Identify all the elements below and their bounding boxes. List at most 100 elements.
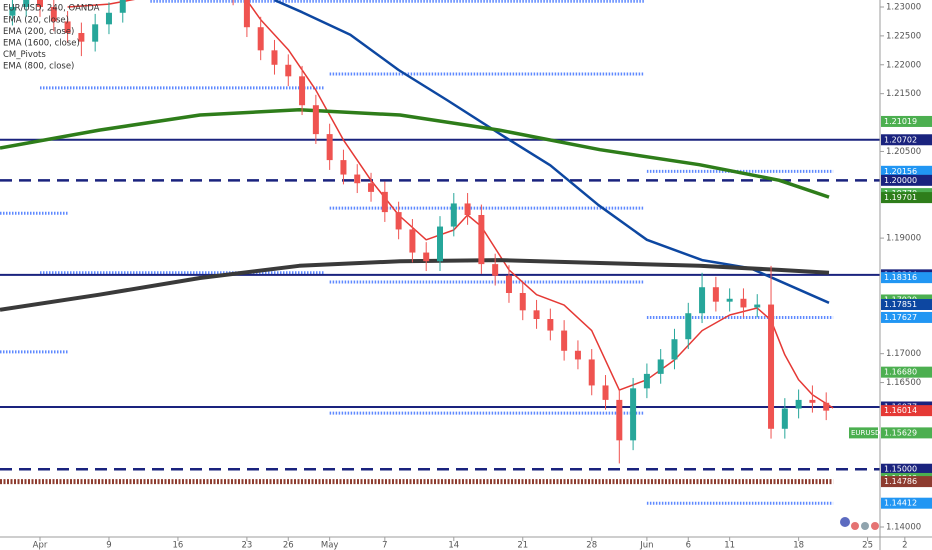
price-label: 1.15000 [884,465,917,474]
x-tick-label: 28 [586,541,597,550]
x-tick-label: 18 [793,541,804,550]
candle-body [285,64,292,77]
legend-entry: EMA (200, close) [3,27,74,37]
candle-body [809,399,816,403]
price-label: 1.18316 [884,273,917,282]
price-label-box [881,192,932,204]
candle-body [105,12,112,25]
price-label-box [881,476,932,488]
price-label-box [881,115,932,127]
candle-body [561,330,568,351]
price-label-box [881,298,932,310]
x-tick-label: 2 [902,541,907,550]
x-tick-label: May [321,541,339,550]
candle-body [643,373,650,389]
event-flags [840,517,879,530]
symbol-tag: EURUSD [851,429,880,437]
x-tick-label: 16 [173,541,184,550]
candle-body [464,203,471,215]
candle-body [616,399,623,441]
price-label-box [881,405,932,417]
y-tick-label: 1.16500 [886,378,921,388]
y-tick-label: 1.22500 [886,31,921,41]
candle-body [781,408,788,429]
candle-body [740,298,747,308]
y-tick-label: 1.19000 [886,234,921,244]
price-label: 1.15629 [884,428,917,437]
plot-area [0,0,880,505]
candle-body [243,0,250,28]
legend-entry: EMA (20, close) [3,16,69,26]
candle-body [657,359,664,374]
x-tick-label: Jun [639,541,653,550]
candle-body [533,310,540,319]
x-tick-label: 7 [382,541,387,550]
candle-body [78,32,85,42]
x-tick-label: 23 [241,541,252,550]
candle-body [50,6,57,22]
candle-body [23,0,30,7]
price-label-box [881,165,932,177]
candle-body [119,0,126,13]
candle-body [519,292,526,311]
price-label: 1.16014 [884,406,917,415]
candle-body [354,174,361,184]
y-tick-label: 1.23000 [886,2,921,12]
candle-body [726,298,733,302]
price-label-box [881,366,932,378]
candle-body [823,402,830,411]
price-label: 1.20156 [884,167,917,176]
ema-line [0,108,830,199]
price-label: 1.21019 [884,117,917,126]
candle-body [299,76,306,106]
price-label: 1.17627 [884,313,917,322]
symbol-tag-box [849,427,878,439]
price-label: 1.20702 [884,135,917,144]
candle-body [409,229,416,253]
candle-body [492,264,499,276]
price-label: 1.20000 [884,176,917,185]
candle-body [450,203,457,227]
flag-icon [871,522,879,530]
y-tick-label: 1.14000 [886,523,921,533]
candle-body [423,252,430,262]
candle-body [381,191,388,213]
candle-body [9,6,16,16]
price-label: 1.14786 [884,477,917,486]
y-tick-label: 1.17000 [886,349,921,359]
flag-icon [851,522,859,530]
ema-line [0,258,830,312]
candle-body [754,304,761,308]
price-label: 1.14412 [884,499,917,508]
candle-body [768,304,775,429]
candle-body [630,388,637,441]
candle-body [588,359,595,386]
candle-body [685,313,692,340]
flag-icon [840,517,850,527]
candle-body [326,134,333,161]
candle-body [602,385,609,400]
flag-icon [861,522,869,530]
y-tick-label: 1.22000 [886,60,921,70]
price-label-box [881,174,932,186]
price-label-box [881,272,932,284]
candle-body [478,214,485,265]
x-tick-label: 25 [862,541,873,550]
candle-body [505,275,512,293]
x-tick-label: 14 [448,541,459,550]
price-label-box [881,311,932,323]
candle-body [271,50,278,65]
price-label: 1.16680 [884,368,917,377]
candle-body [368,183,375,192]
y-tick-label: 1.21500 [886,89,921,99]
price-label: 1.17851 [884,300,917,309]
price-label-box [881,134,932,146]
x-tick-label: 11 [724,541,735,550]
candle-body [671,339,678,360]
candle-body [64,21,71,33]
candle-body [547,318,554,331]
chart-title: EUR/USD, 240, OANDA [3,4,100,14]
legend-entry: CM_Pivots [3,50,46,60]
candle-body [257,27,264,51]
axes: 1.23000 1.22500 1.22000 1.21500 1.20500 1.190… [33,2,932,550]
